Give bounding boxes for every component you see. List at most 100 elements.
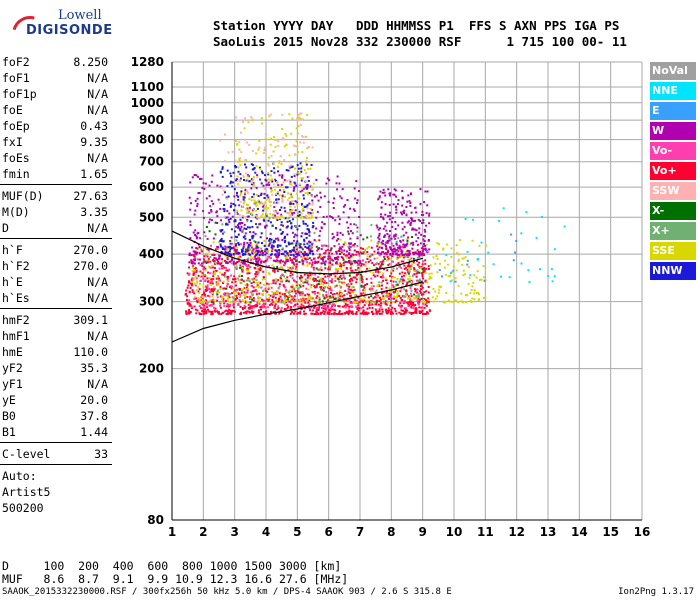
data-point	[305, 253, 308, 256]
data-point	[253, 252, 256, 255]
data-point	[355, 274, 358, 277]
data-point	[340, 277, 343, 280]
data-point	[237, 233, 240, 236]
data-point	[398, 295, 401, 297]
data-point	[232, 252, 235, 255]
data-point	[466, 294, 469, 297]
data-point	[420, 293, 423, 296]
data-point	[370, 289, 373, 292]
data-point	[284, 195, 286, 198]
data-point	[296, 299, 299, 302]
data-point	[450, 272, 452, 274]
data-point	[215, 269, 218, 272]
data-point	[238, 274, 241, 277]
data-point	[232, 254, 235, 256]
data-point	[423, 243, 425, 245]
data-point	[334, 219, 337, 222]
data-point	[281, 273, 284, 276]
data-point	[233, 195, 236, 198]
data-point	[310, 164, 313, 166]
data-point	[396, 290, 399, 292]
data-point	[189, 208, 192, 211]
data-point	[188, 308, 191, 311]
data-point	[302, 281, 305, 284]
data-point	[187, 284, 190, 287]
data-point	[344, 303, 347, 305]
data-point	[216, 222, 219, 224]
data-point	[342, 305, 344, 308]
data-point	[295, 244, 297, 247]
data-point	[193, 292, 196, 295]
data-point	[396, 292, 399, 295]
data-point	[255, 271, 258, 274]
data-point	[222, 232, 224, 235]
data-point	[246, 295, 249, 298]
data-point	[239, 177, 242, 180]
data-point	[246, 286, 248, 289]
data-point	[348, 299, 351, 302]
data-point	[234, 299, 237, 302]
data-point	[284, 255, 287, 257]
data-point	[422, 245, 425, 248]
data-point	[256, 176, 259, 178]
data-point	[306, 176, 309, 179]
data-point	[420, 288, 423, 291]
data-point	[515, 239, 518, 242]
data-point	[240, 311, 242, 314]
data-point	[390, 237, 393, 240]
data-point	[290, 254, 292, 256]
data-point	[356, 230, 359, 233]
data-point	[273, 294, 276, 297]
data-point	[216, 291, 218, 294]
data-point	[204, 294, 206, 297]
legend-item: NNE	[650, 82, 696, 100]
data-point	[324, 263, 327, 266]
data-point	[420, 253, 423, 256]
data-point	[425, 299, 428, 302]
legend-item: Vo+	[650, 162, 696, 180]
data-point	[371, 262, 374, 265]
data-point	[202, 210, 205, 213]
data-point	[377, 248, 379, 251]
data-point	[371, 306, 374, 309]
data-point	[358, 307, 361, 310]
data-point	[365, 311, 368, 314]
data-point	[296, 240, 299, 243]
data-point	[338, 263, 340, 266]
data-point	[468, 276, 471, 279]
data-point	[278, 292, 281, 295]
data-point	[335, 270, 338, 273]
data-point	[223, 266, 226, 269]
data-point	[415, 312, 418, 314]
data-point	[410, 305, 413, 308]
data-point	[325, 281, 328, 284]
data-point	[345, 267, 348, 269]
data-point	[274, 303, 277, 306]
data-point	[263, 283, 265, 286]
data-point	[296, 213, 299, 216]
data-point	[274, 145, 277, 148]
data-point	[246, 209, 249, 212]
data-point	[279, 262, 282, 265]
data-point	[192, 290, 195, 293]
data-point	[235, 212, 238, 215]
data-point	[203, 266, 206, 269]
data-point	[273, 171, 276, 174]
data-point	[277, 287, 280, 290]
data-point	[261, 242, 263, 245]
x-tick-label: 14	[571, 525, 588, 539]
data-point	[409, 298, 412, 301]
data-point	[420, 247, 423, 250]
data-point	[263, 148, 266, 151]
data-point	[306, 279, 309, 282]
data-point	[202, 307, 205, 310]
data-point	[294, 153, 297, 156]
data-point	[410, 259, 412, 262]
data-point	[299, 299, 302, 302]
data-point	[392, 269, 395, 272]
data-point	[267, 244, 270, 247]
data-point	[273, 269, 276, 272]
data-point	[341, 233, 344, 236]
data-point	[385, 291, 388, 294]
data-point	[226, 305, 229, 308]
